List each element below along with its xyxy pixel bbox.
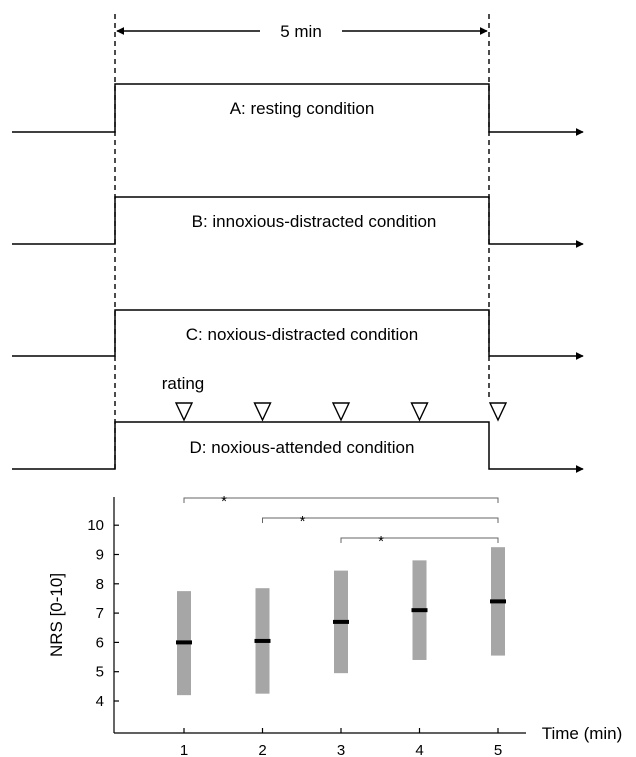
significance-brackets: * * *: [183, 493, 499, 550]
timing-diagram: 5 min A: resting condition B: innoxious-…: [12, 14, 584, 473]
nrs-chart: NRS [0-10] Time (min) 4 5 6 7 8 9 10 1 2 3 4 5 * * *: [47, 493, 622, 757]
y-axis-title: NRS [0-10]: [47, 573, 66, 657]
condition-a: A: resting condition: [12, 83, 584, 136]
significance-star: *: [221, 493, 227, 510]
y-tick-label: 8: [96, 576, 104, 593]
y-tick-label: 4: [96, 693, 104, 710]
rating-marker-2: [253, 402, 272, 422]
significance-star: *: [378, 533, 384, 550]
y-tick-label: 10: [87, 517, 104, 534]
significance-bracket: [340, 537, 499, 543]
condition-d-pulse: [12, 421, 584, 473]
rating-marker-1: [174, 402, 194, 422]
y-tick-label: 5: [96, 664, 104, 681]
rating-markers: [174, 402, 508, 422]
y-tick-label: 6: [96, 634, 104, 651]
median-marker-2: [254, 638, 271, 643]
duration-label: 5 min: [280, 22, 322, 41]
y-tick-label: 9: [96, 547, 104, 564]
median-marker-1: [176, 640, 192, 645]
condition-a-label: A: resting condition: [230, 99, 375, 118]
median-marker-5: [490, 599, 506, 604]
condition-c-label: C: noxious-distracted condition: [186, 325, 418, 344]
condition-b: B: innoxious-distracted condition: [12, 196, 584, 248]
condition-b-pulse: [12, 196, 584, 248]
rating-marker-4: [410, 402, 429, 422]
x-axis-title: Time (min): [542, 724, 623, 743]
median-marker-4: [411, 608, 428, 613]
rating-label: rating: [162, 374, 205, 393]
range-bars: [176, 547, 506, 696]
significance-bracket: [183, 497, 499, 503]
condition-a-pulse: [12, 83, 584, 136]
x-tick-label: 2: [258, 742, 266, 757]
condition-c: C: noxious-distracted condition: [12, 309, 584, 360]
significance-bracket: [262, 517, 499, 523]
condition-b-label: B: innoxious-distracted condition: [192, 212, 437, 231]
x-tick-label: 4: [415, 742, 423, 757]
rating-marker-3: [331, 402, 351, 422]
rating-marker-5: [488, 402, 508, 422]
median-marker-3: [333, 619, 349, 624]
condition-c-pulse: [12, 309, 584, 360]
y-tick-label: 7: [96, 605, 104, 622]
x-ticks: 1 2 3 4 5: [180, 728, 502, 757]
y-ticks: 4 5 6 7 8 9 10: [87, 517, 119, 710]
x-tick-label: 5: [494, 742, 502, 757]
significance-star: *: [300, 513, 306, 530]
x-tick-label: 3: [337, 742, 345, 757]
x-tick-label: 1: [180, 742, 188, 757]
condition-d: D: noxious-attended condition rating: [12, 374, 584, 473]
condition-d-label: D: noxious-attended condition: [190, 438, 415, 457]
